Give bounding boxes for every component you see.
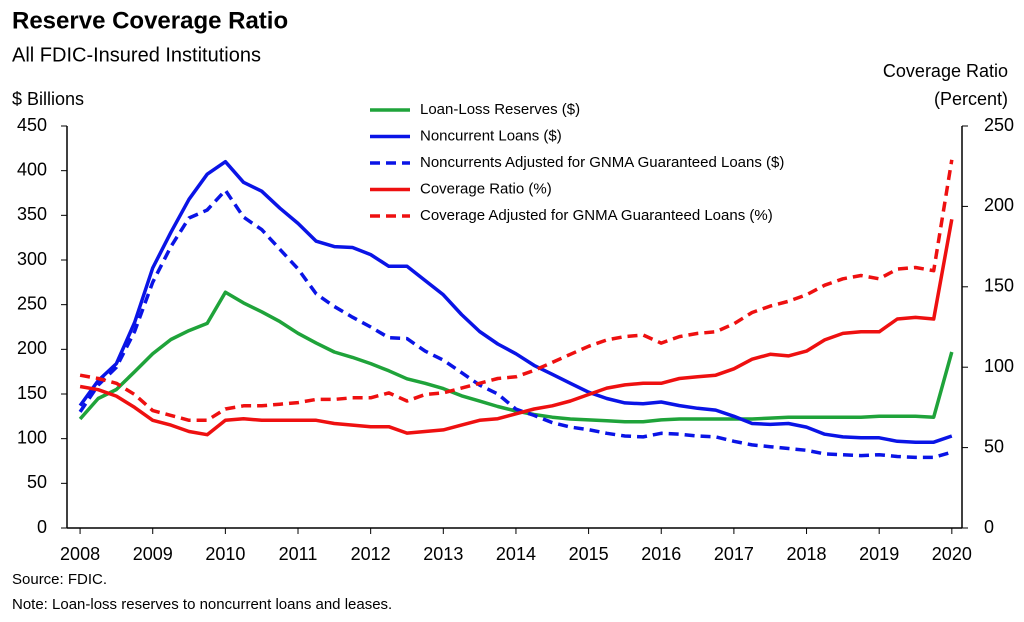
legend-label: Noncurrents Adjusted for GNMA Guaranteed… (420, 154, 784, 171)
series-line (79, 218, 954, 437)
y2-axis-label: Coverage Ratio (883, 61, 1008, 81)
x-tick-label: 2017 (714, 544, 754, 564)
x-tick-label: 2016 (641, 544, 681, 564)
y-tick-label: 50 (27, 472, 47, 492)
y2-tick-label: 150 (984, 276, 1014, 296)
series-line (78, 159, 953, 444)
y2-tick-label: 250 (984, 115, 1014, 135)
y2-axis-label: (Percent) (934, 89, 1008, 109)
chart-subtitle: All FDIC-Insured Institutions (12, 44, 261, 66)
x-tick-label: 2015 (569, 544, 609, 564)
legend-label: Coverage Adjusted for GNMA Guaranteed Lo… (420, 207, 773, 224)
x-tick-label: 2020 (932, 544, 972, 564)
legend-label: Noncurrent Loans ($) (420, 127, 562, 144)
x-tick-label: 2014 (496, 544, 536, 564)
note: Note: Loan-loss reserves to noncurrent l… (12, 596, 392, 613)
x-tick-label: 2013 (423, 544, 463, 564)
y2-tick-label: 50 (984, 436, 1004, 456)
x-tick-label: 2019 (859, 544, 899, 564)
chart-title: Reserve Coverage Ratio (12, 7, 288, 34)
y2-tick-label: 100 (984, 356, 1014, 376)
series-line (79, 159, 954, 423)
y-tick-label: 400 (17, 159, 47, 179)
y2-tick-label: 200 (984, 195, 1014, 215)
y-tick-label: 100 (17, 427, 47, 447)
y-tick-label: 200 (17, 338, 47, 358)
y-tick-label: 350 (17, 204, 47, 224)
x-tick-label: 2011 (279, 544, 318, 564)
y-tick-label: 450 (17, 115, 47, 135)
legend-label: Loan-Loss Reserves ($) (420, 101, 580, 118)
legend-label: Coverage Ratio (%) (420, 180, 552, 197)
x-tick-label: 2018 (787, 544, 827, 564)
source: Source: FDIC. (12, 571, 107, 588)
y-tick-label: 0 (37, 517, 47, 537)
y-tick-label: 300 (17, 249, 47, 269)
x-tick-label: 2010 (205, 544, 245, 564)
x-tick-label: 2012 (351, 544, 391, 564)
y2-tick-label: 0 (984, 517, 994, 537)
y-tick-label: 150 (17, 383, 47, 403)
y-tick-label: 250 (17, 293, 47, 313)
series-line (78, 188, 953, 460)
x-tick-label: 2009 (133, 544, 173, 564)
x-tick-label: 2008 (60, 544, 100, 564)
series-line (78, 290, 954, 424)
y-axis-label: $ Billions (12, 89, 84, 109)
